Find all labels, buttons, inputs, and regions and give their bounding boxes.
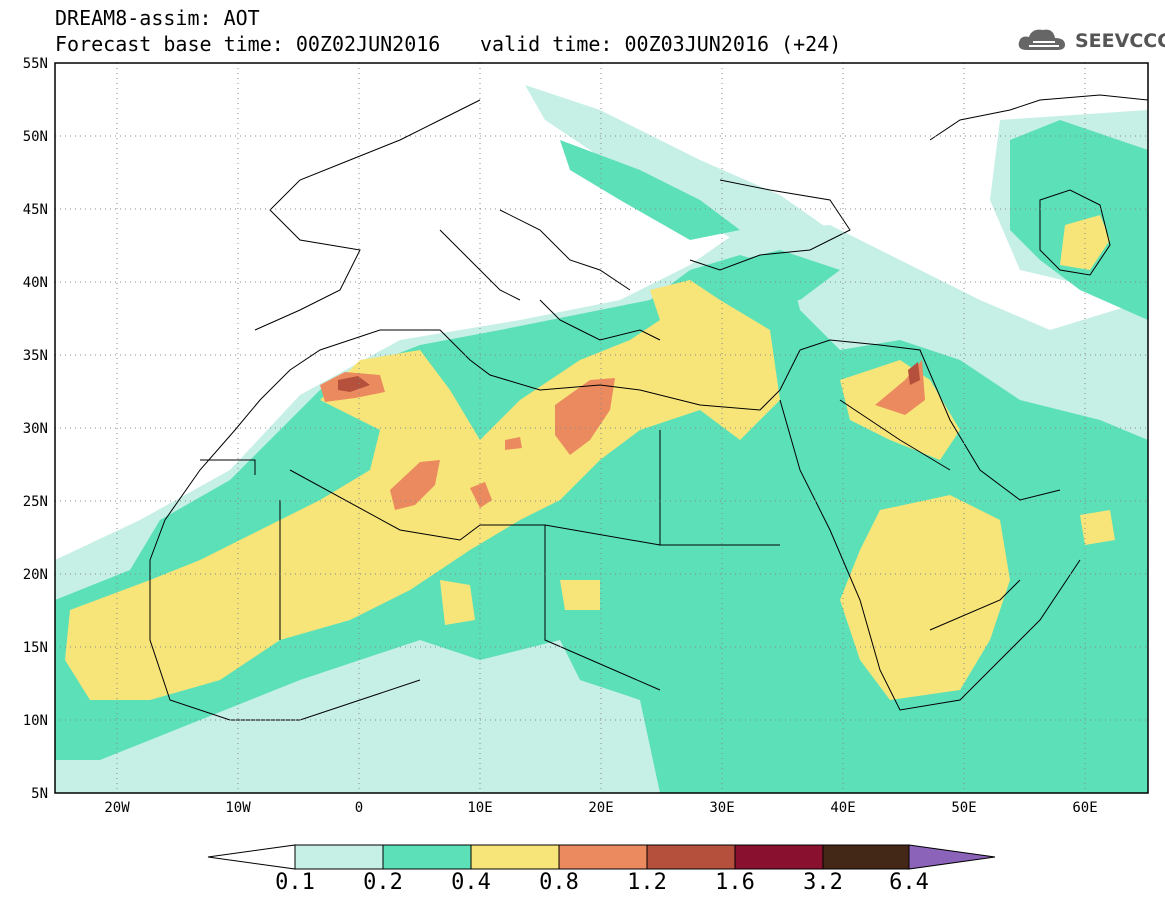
colorbar-label: 0.1 (275, 870, 315, 895)
cloud-icon (1018, 29, 1065, 50)
latitude-labels: 55N 50N 45N 40N 35N 30N 25N 20N 15N 10N … (23, 56, 48, 802)
colorbar-swatch (822, 844, 910, 870)
map-frame (54, 62, 1149, 794)
lat-label: 5N (31, 786, 48, 802)
lat-label: 50N (23, 129, 48, 145)
logo-text: SEEVCCC (1075, 30, 1165, 52)
colorbar-label: 0.2 (363, 870, 403, 895)
lat-label: 45N (23, 202, 48, 218)
lon-label: 60E (1072, 800, 1097, 816)
colorbar-swatch (382, 844, 472, 870)
map-title: DREAM8-assim: AOT (55, 6, 260, 30)
colorbar-under-arrow (207, 844, 296, 870)
lat-label: 40N (23, 275, 48, 291)
colorbar-swatch (558, 844, 648, 870)
lat-label: 20N (23, 567, 48, 583)
graticule (55, 63, 1148, 793)
lat-label: 15N (23, 640, 48, 656)
colorbar-over-arrow (908, 844, 996, 870)
lat-label: 30N (23, 421, 48, 437)
longitude-labels: 20W 10W 0 10E 20E 30E 40E 50E 60E (104, 800, 1097, 816)
aot-contour-1.2 (338, 362, 920, 392)
colorbar-swatch (294, 844, 384, 870)
colorbar-label: 1.2 (627, 870, 667, 895)
lat-label: 35N (23, 348, 48, 364)
lon-label: 10W (225, 800, 251, 816)
lon-label: 40E (830, 800, 855, 816)
colorbar-label: 1.6 (715, 870, 755, 895)
colorbar-label: 3.2 (803, 870, 843, 895)
lat-label: 25N (23, 494, 48, 510)
lon-label: 50E (951, 800, 976, 816)
lon-label: 20E (588, 800, 613, 816)
lon-label: 20W (104, 800, 130, 816)
colorbar-swatch (734, 844, 824, 870)
colorbar-swatch (646, 844, 736, 870)
lon-label: 10E (467, 800, 492, 816)
colorbar (207, 844, 996, 870)
coastlines (149, 94, 1148, 721)
colorbar-label: 6.4 (889, 870, 929, 895)
lon-label: 0 (355, 800, 363, 816)
colorbar-label: 0.8 (539, 870, 579, 895)
lat-label: 10N (23, 713, 48, 729)
valid-time-label: valid time: 00Z03JUN2016 (+24) (480, 32, 842, 56)
colorbar-swatch (470, 844, 560, 870)
base-time-label: Forecast base time: 00Z02JUN2016 (55, 32, 441, 56)
colorbar-label: 0.4 (451, 870, 491, 895)
lon-label: 30E (709, 800, 734, 816)
lat-label: 55N (23, 56, 48, 72)
